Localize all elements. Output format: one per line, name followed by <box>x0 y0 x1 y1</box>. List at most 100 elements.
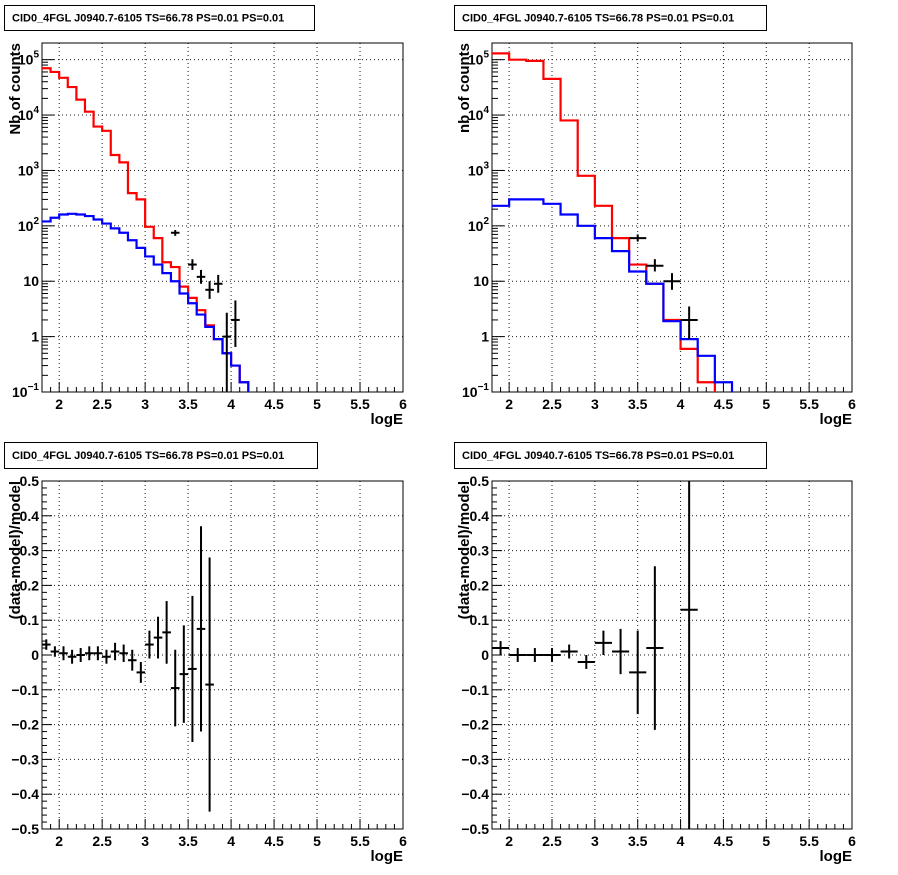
y-tick-label: 102 <box>468 216 490 234</box>
y-axis-ticks <box>42 480 52 830</box>
x-tick-label: 2.5 <box>542 833 562 849</box>
y-axis-label: (data-model)/model <box>456 481 473 619</box>
data-point <box>153 616 163 659</box>
x-axis-ticks <box>41 819 404 829</box>
histogram-total-model <box>492 52 716 392</box>
data-point <box>110 642 120 661</box>
data-point <box>560 644 578 659</box>
data-point <box>67 649 77 664</box>
grid <box>42 481 403 829</box>
x-tick-label: 4.5 <box>264 833 284 849</box>
y-tick-label: 0.5 <box>20 473 40 489</box>
x-axis-label: logE <box>371 848 404 865</box>
y-tick-label: 0.1 <box>20 612 40 628</box>
y-tick-label: 1 <box>481 329 489 345</box>
y-tick-label: 10−1 <box>462 382 489 400</box>
x-tick-label: 5 <box>313 396 321 412</box>
y-tick-label: 104 <box>468 105 490 123</box>
x-tick-label: 5.5 <box>350 396 370 412</box>
y-tick-label: −0.4 <box>11 786 39 802</box>
y-tick-label: −0.5 <box>11 821 39 837</box>
x-tick-label: 2.5 <box>92 396 112 412</box>
y-tick-label: 0 <box>31 647 39 663</box>
y-tick-label: 104 <box>18 105 40 123</box>
data-point <box>170 230 180 236</box>
x-tick-label: 3.5 <box>628 396 648 412</box>
data-point <box>170 649 180 727</box>
x-tick-label: 2 <box>505 396 513 412</box>
x-tick-label: 6 <box>848 833 856 849</box>
data-point <box>205 281 214 299</box>
x-tick-label: 2 <box>55 833 63 849</box>
x-tick-label: 3 <box>591 396 599 412</box>
y-tick-label: −0.1 <box>11 682 39 698</box>
y-axis-label: Nb of counts <box>7 43 24 135</box>
chart-title: CID0_4FGL J0940.7-6105 TS=66.78 PS=0.01 … <box>12 13 284 25</box>
chart-panel-1: CID0_4FGL J0940.7-6105 TS=66.78 PS=0.01 … <box>4 5 407 428</box>
data-point <box>84 646 94 661</box>
data-point <box>145 630 154 659</box>
plot-frame <box>491 42 853 393</box>
chart-panel-4: CID0_4FGL J0940.7-6105 TS=66.78 PS=0.01 … <box>454 442 856 865</box>
y-tick-label: 10 <box>23 273 39 289</box>
y-tick-label: −0.3 <box>11 751 39 767</box>
title-box <box>454 442 767 469</box>
data-point <box>50 646 60 657</box>
y-tick-label: 0.2 <box>470 577 490 593</box>
x-tick-label: 5.5 <box>350 833 370 849</box>
data-point <box>205 557 214 812</box>
data-point <box>231 300 240 347</box>
y-tick-label: 102 <box>18 216 40 234</box>
data-point <box>119 644 128 662</box>
y-tick-label: −0.2 <box>461 717 489 733</box>
x-tick-label: 4 <box>227 396 235 412</box>
y-axis-ticks <box>492 42 504 393</box>
chart-title: CID0_4FGL J0940.7-6105 TS=66.78 PS=0.01 … <box>462 450 734 462</box>
x-axis-label: logE <box>820 411 853 428</box>
x-tick-label: 3 <box>591 833 599 849</box>
histogram-total-model <box>42 67 250 392</box>
data-point <box>629 630 647 715</box>
data-point <box>646 259 664 272</box>
x-tick-label: 4 <box>227 833 235 849</box>
y-tick-label: 0.1 <box>470 612 490 628</box>
data-point <box>59 646 68 661</box>
x-tick-label: 4.5 <box>264 396 284 412</box>
data-point <box>102 649 111 664</box>
y-tick-label: 0.3 <box>20 543 40 559</box>
data-point <box>127 649 137 671</box>
data-point <box>680 306 698 340</box>
x-axis-label: logE <box>371 411 404 428</box>
x-tick-label: 4.5 <box>714 396 734 412</box>
data-point <box>76 648 85 662</box>
plot-content <box>42 67 250 392</box>
x-tick-label: 5 <box>762 833 770 849</box>
y-tick-label: 0.5 <box>470 473 490 489</box>
data-point <box>213 274 223 293</box>
data-point <box>188 595 197 742</box>
x-tick-label: 2.5 <box>542 396 562 412</box>
y-tick-label: 105 <box>18 50 40 68</box>
grid <box>492 481 852 829</box>
x-axis-ticks <box>491 819 853 829</box>
data-point <box>577 655 595 669</box>
y-tick-label: 10 <box>473 273 489 289</box>
title-box <box>4 5 315 31</box>
y-tick-label: 0.4 <box>470 508 490 524</box>
y-tick-label: −0.4 <box>461 786 489 802</box>
x-tick-label: 6 <box>399 833 407 849</box>
x-tick-label: 2.5 <box>92 833 112 849</box>
grid <box>492 43 852 392</box>
y-tick-label: 1 <box>31 329 39 345</box>
data-point <box>179 625 189 723</box>
data-point <box>196 269 206 284</box>
plot-content <box>492 52 734 392</box>
data-point <box>594 630 612 655</box>
y-tick-label: −0.2 <box>11 717 39 733</box>
x-axis-ticks <box>491 382 853 392</box>
y-tick-label: 103 <box>468 160 490 178</box>
data-point <box>612 628 630 675</box>
x-tick-label: 4.5 <box>714 833 734 849</box>
data-point <box>646 566 664 730</box>
